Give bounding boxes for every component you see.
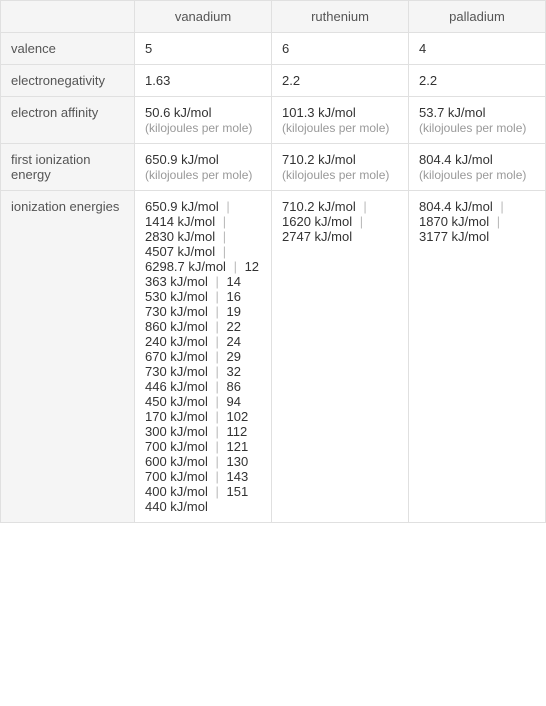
table-row: first ionization energy 650.9 kJ/mol (ki… bbox=[1, 144, 546, 191]
energy-value: 804.4 kJ/mol bbox=[419, 199, 493, 214]
separator: | bbox=[216, 274, 219, 289]
separator: | bbox=[226, 199, 229, 214]
cell: 2.2 bbox=[409, 65, 546, 97]
separator: | bbox=[363, 199, 366, 214]
column-header: vanadium bbox=[135, 1, 272, 33]
cell: 6 bbox=[272, 33, 409, 65]
row-label: first ionization energy bbox=[1, 144, 135, 191]
row-label: valence bbox=[1, 33, 135, 65]
energy-value: 2747 kJ/mol bbox=[282, 229, 352, 244]
energy-value: 3177 kJ/mol bbox=[419, 229, 489, 244]
separator: | bbox=[216, 469, 219, 484]
separator: | bbox=[500, 199, 503, 214]
column-header: palladium bbox=[409, 1, 546, 33]
row-label: electron affinity bbox=[1, 97, 135, 144]
value: 53.7 kJ/mol bbox=[419, 105, 485, 120]
cell: 4 bbox=[409, 33, 546, 65]
cell: 650.9 kJ/mol (kilojoules per mole) bbox=[135, 144, 272, 191]
table-row: electron affinity 50.6 kJ/mol (kilojoule… bbox=[1, 97, 546, 144]
row-label: electronegativity bbox=[1, 65, 135, 97]
energy-value: 650.9 kJ/mol bbox=[145, 199, 219, 214]
unit: (kilojoules per mole) bbox=[145, 168, 252, 182]
table-row: valence 5 6 4 bbox=[1, 33, 546, 65]
table-row: ionization energies 650.9 kJ/mol | 1414 … bbox=[1, 191, 546, 523]
column-header: ruthenium bbox=[272, 1, 409, 33]
separator: | bbox=[223, 214, 226, 229]
energy-value: 4507 kJ/mol bbox=[145, 244, 215, 259]
unit: (kilojoules per mole) bbox=[282, 121, 389, 135]
value: 710.2 kJ/mol bbox=[282, 152, 356, 167]
separator: | bbox=[216, 454, 219, 469]
cell: 5 bbox=[135, 33, 272, 65]
separator: | bbox=[216, 304, 219, 319]
cell: 50.6 kJ/mol (kilojoules per mole) bbox=[135, 97, 272, 144]
separator: | bbox=[216, 484, 219, 499]
cell-list: 804.4 kJ/mol | 1870 kJ/mol | 3177 kJ/mol bbox=[409, 191, 546, 523]
unit: (kilojoules per mole) bbox=[282, 168, 389, 182]
separator: | bbox=[216, 349, 219, 364]
energy-value: 2830 kJ/mol bbox=[145, 229, 215, 244]
cell: 53.7 kJ/mol (kilojoules per mole) bbox=[409, 97, 546, 144]
energy-value: 1870 kJ/mol bbox=[419, 214, 489, 229]
corner-cell bbox=[1, 1, 135, 33]
separator: | bbox=[216, 334, 219, 349]
cell-list: 710.2 kJ/mol | 1620 kJ/mol | 2747 kJ/mol bbox=[272, 191, 409, 523]
cell: 1.63 bbox=[135, 65, 272, 97]
separator: | bbox=[223, 229, 226, 244]
cell: 101.3 kJ/mol (kilojoules per mole) bbox=[272, 97, 409, 144]
energy-value: 1620 kJ/mol bbox=[282, 214, 352, 229]
value: 804.4 kJ/mol bbox=[419, 152, 493, 167]
value: 101.3 kJ/mol bbox=[282, 105, 356, 120]
cell-list: 650.9 kJ/mol | 1414 kJ/mol | 2830 kJ/mol… bbox=[135, 191, 272, 523]
energy-value: 710.2 kJ/mol bbox=[282, 199, 356, 214]
separator: | bbox=[223, 244, 226, 259]
row-label: ionization energies bbox=[1, 191, 135, 523]
energy-value: 1414 kJ/mol bbox=[145, 214, 215, 229]
separator: | bbox=[216, 439, 219, 454]
value: 50.6 kJ/mol bbox=[145, 105, 211, 120]
separator: | bbox=[216, 394, 219, 409]
properties-table: vanadium ruthenium palladium valence 5 6… bbox=[0, 0, 546, 523]
separator: | bbox=[234, 259, 237, 274]
header-row: vanadium ruthenium palladium bbox=[1, 1, 546, 33]
unit: (kilojoules per mole) bbox=[419, 168, 526, 182]
table-row: electronegativity 1.63 2.2 2.2 bbox=[1, 65, 546, 97]
separator: | bbox=[216, 424, 219, 439]
cell: 710.2 kJ/mol (kilojoules per mole) bbox=[272, 144, 409, 191]
separator: | bbox=[216, 289, 219, 304]
cell: 804.4 kJ/mol (kilojoules per mole) bbox=[409, 144, 546, 191]
cell: 2.2 bbox=[272, 65, 409, 97]
separator: | bbox=[216, 409, 219, 424]
unit: (kilojoules per mole) bbox=[419, 121, 526, 135]
separator: | bbox=[497, 214, 500, 229]
separator: | bbox=[216, 379, 219, 394]
separator: | bbox=[216, 319, 219, 334]
separator: | bbox=[216, 364, 219, 379]
energy-value: 6298.7 kJ/mol bbox=[145, 259, 226, 274]
separator: | bbox=[360, 214, 363, 229]
value: 650.9 kJ/mol bbox=[145, 152, 219, 167]
unit: (kilojoules per mole) bbox=[145, 121, 252, 135]
